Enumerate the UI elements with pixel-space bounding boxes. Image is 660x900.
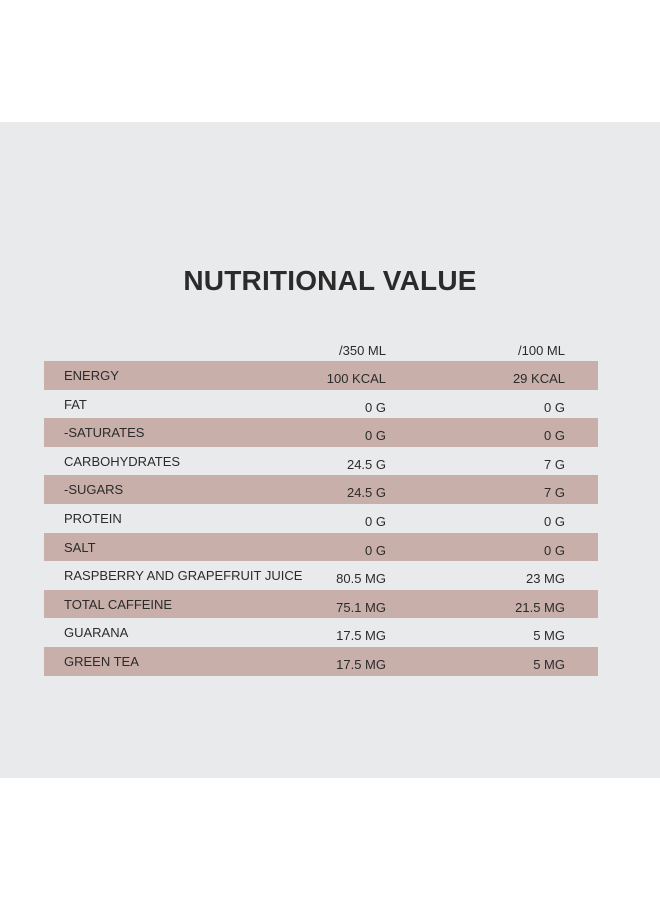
table-row: GUARANA 17.5 MG 5 MG [44,618,598,647]
table-row: SALT 0 G 0 G [44,532,598,562]
table-row: -SUGARS 24.5 G 7 G [44,475,598,504]
value-per-350ml: 0 G [365,399,386,415]
nutrient-label: GUARANA [64,625,129,641]
value-per-100ml: 0 G [544,513,565,529]
nutrient-label: PROTEIN [64,510,122,526]
table-row: TOTAL CAFFEINE 75.1 MG 21.5 MG [44,589,598,619]
nutrient-label: SALT [64,539,96,555]
value-per-100ml: 21.5 MG [515,599,565,615]
nutrient-label: ENERGY [64,368,119,383]
nutrient-label: -SATURATES [64,425,145,441]
nutrient-label: RASPBERRY AND GRAPEFRUIT JUICE [64,568,303,584]
value-per-350ml: 100 KCAL [326,371,386,386]
value-per-350ml: 0 G [365,428,386,444]
value-per-100ml: 23 MG [525,571,565,587]
table-row: GREEN TEA 17.5 MG 5 MG [44,646,598,676]
table-row: ENERGY 100 KCAL 29 KCAL [44,361,598,390]
value-per-100ml: 0 G [544,428,565,444]
nutrition-table: ENERGY 100 KCAL 29 KCAL FAT 0 G 0 G -SAT… [44,361,598,676]
value-per-350ml: 0 G [365,513,386,529]
value-per-100ml: 0 G [544,542,565,558]
column-header-350ml: /350 ML [339,343,386,358]
table-row: PROTEIN 0 G 0 G [44,504,598,533]
value-per-350ml: 80.5 MG [336,571,386,587]
table-row: -SATURATES 0 G 0 G [44,418,598,447]
value-per-350ml: 24.5 G [346,456,386,472]
nutrient-label: GREEN TEA [64,653,139,669]
value-per-100ml: 7 G [544,485,565,501]
table-row: CARBOHYDRATES 24.5 G 7 G [44,447,598,476]
value-per-350ml: 0 G [365,542,386,558]
nutrient-label: -SUGARS [64,482,124,498]
value-per-350ml: 17.5 MG [336,656,386,672]
value-per-350ml: 24.5 G [346,485,386,501]
value-per-100ml: 5 MG [533,656,565,672]
nutrient-label: TOTAL CAFFEINE [64,596,173,612]
table-row: FAT 0 G 0 G [44,390,598,419]
value-per-350ml: 75.1 MG [336,599,386,615]
page-title: NUTRITIONAL VALUE [183,265,477,296]
column-header-100ml: /100 ML [518,343,565,358]
value-per-350ml: 17.5 MG [336,628,386,644]
nutrient-label: CARBOHYDRATES [64,453,181,469]
value-per-100ml: 5 MG [533,628,565,644]
value-per-100ml: 7 G [544,456,565,472]
table-row: RASPBERRY AND GRAPEFRUIT JUICE 80.5 MG 2… [44,561,598,590]
nutrient-label: FAT [64,396,87,412]
value-per-100ml: 29 KCAL [512,371,565,386]
value-per-100ml: 0 G [544,399,565,415]
